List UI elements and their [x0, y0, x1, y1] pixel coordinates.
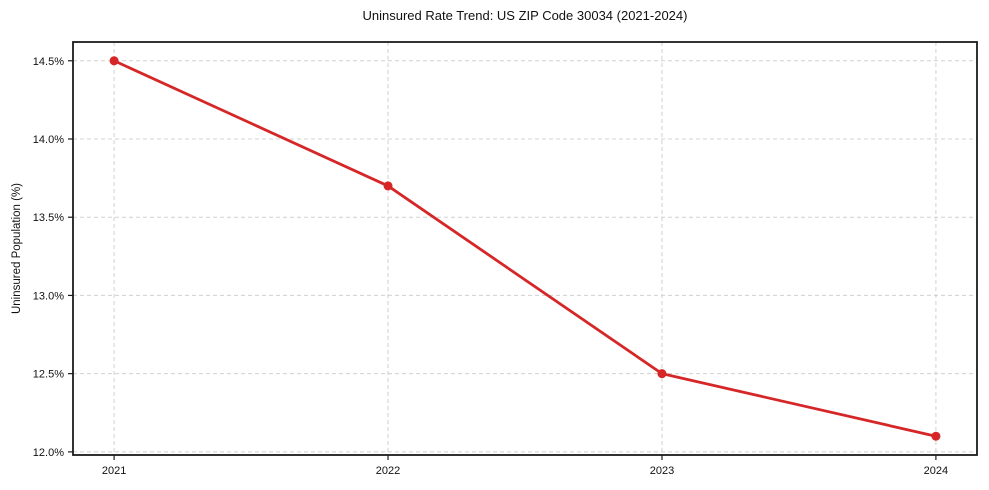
- y-tick-label: 13.5%: [33, 212, 64, 224]
- data-point-marker: [383, 181, 393, 191]
- chart-title: Uninsured Rate Trend: US ZIP Code 30034 …: [362, 8, 688, 23]
- x-tick-label: 2022: [376, 465, 400, 477]
- x-tick-label: 2021: [102, 465, 126, 477]
- data-point-marker: [931, 431, 941, 441]
- y-tick-label: 13.0%: [33, 290, 64, 302]
- plot-border: [72, 41, 978, 456]
- data-point-marker: [109, 56, 119, 66]
- x-tick-label: 2024: [924, 465, 948, 477]
- y-tick-label: 12.5%: [33, 369, 64, 381]
- y-tick-label: 12.0%: [33, 447, 64, 459]
- y-tick-label: 14.0%: [33, 134, 64, 146]
- x-tick-label: 2023: [650, 465, 674, 477]
- trend-line: [112, 59, 938, 438]
- y-tick-label: 14.5%: [33, 56, 64, 68]
- data-point-marker: [657, 369, 667, 379]
